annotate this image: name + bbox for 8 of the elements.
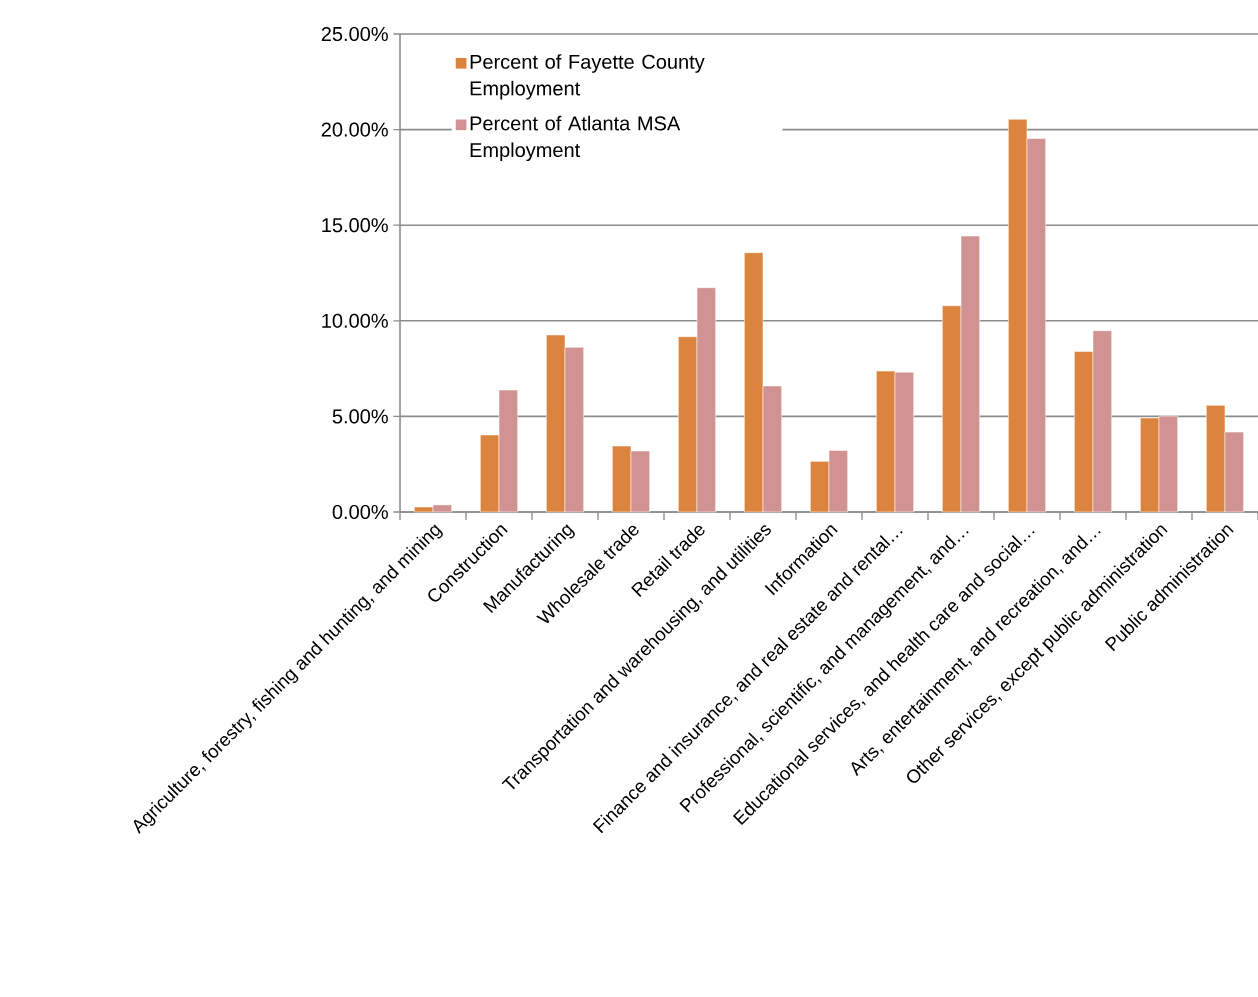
y-tick-label: 10.00%	[322, 313, 388, 328]
y-tick-label: 15.00%	[322, 218, 388, 233]
y-tick-label: 0.00%	[332, 504, 388, 520]
y-tick-label: 20.00%	[321, 122, 388, 137]
y-tick-label: 5.00%	[332, 409, 388, 424]
legend-label: Percent of Atlanta MSA Employment	[470, 115, 681, 162]
y-tick-label: 25.00%	[321, 26, 388, 42]
legend-label: Percent of Fayette County Employment	[470, 54, 705, 100]
